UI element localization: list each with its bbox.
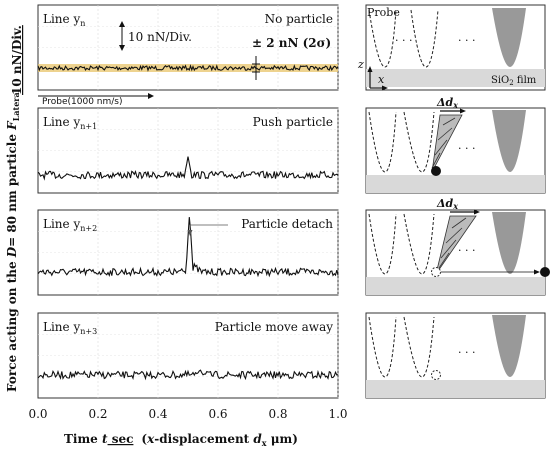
div-annotation: 10 nN/Div.	[128, 30, 192, 44]
scale-bar-label: 10 nN/Div.	[10, 25, 24, 95]
dots: · · ·	[395, 34, 412, 47]
dots: · · ·	[458, 34, 475, 47]
x-tick-label: 0.2	[88, 407, 107, 421]
probe-label: Probe	[367, 6, 400, 19]
line-label: Line yn+3	[43, 320, 97, 336]
schematic-no-particle: Probe · · · · · · SiO2 film z x	[357, 4, 546, 91]
x-tick-label: 0.8	[268, 407, 287, 421]
dots: · · ·	[458, 142, 475, 155]
line-label: Line yn+2	[43, 217, 97, 233]
status-label: Push particle	[253, 115, 333, 129]
status-label: No particle	[265, 12, 333, 26]
schematic-push-particle: · · · Δdx	[365, 96, 546, 194]
x-tick-label: 1.0	[328, 407, 347, 421]
series-line	[37, 64, 339, 72]
schematic-panels: Probe · · · · · · SiO2 film z x · · ·	[357, 4, 550, 399]
schematic-particle-move-away: · · ·	[365, 312, 546, 399]
probe-speed-arrow-head	[148, 93, 154, 99]
dots: · · ·	[458, 346, 475, 359]
x-tick-label: 0.6	[208, 407, 227, 421]
axis-x-label: x	[378, 73, 385, 86]
peak-leader-head	[187, 230, 193, 236]
status-label: Particle detach	[241, 217, 333, 231]
delta-label: Δdx	[436, 197, 458, 211]
x-tick-label: 0.0	[28, 407, 47, 421]
line-label: Line yn	[43, 12, 85, 28]
delta-label: Δdx	[436, 96, 458, 110]
x-axis-label: Time t sec (x-displacement dx μm)	[64, 432, 298, 448]
x-tick-label: 0.4	[148, 407, 167, 421]
y-axis-label: Force acting on the D= 80 nm particle FL…	[5, 89, 21, 392]
div-arrow-head	[119, 21, 125, 27]
chart-panels: Line yn No particle Line yn+1 Push particle…	[37, 4, 339, 399]
series-line	[37, 156, 339, 181]
axis-z-label: z	[357, 58, 364, 71]
probe-speed-label: Probe(1000 nm/s)	[42, 97, 123, 107]
substrate-label: SiO2 film	[491, 75, 537, 87]
dots: · · ·	[458, 244, 475, 257]
div-arrow-head	[119, 45, 125, 51]
noise-annotation: ± 2 nN (2σ)	[252, 36, 331, 50]
series-line	[37, 369, 339, 381]
schematic-particle-detach: · · · Δdx	[365, 197, 550, 296]
line-label: Line yn+1	[43, 115, 97, 131]
series-line	[37, 217, 339, 278]
status-label: Particle move away	[215, 320, 333, 334]
x-axis: 0.0 0.2 0.4 0.6 0.8 1.0	[28, 407, 347, 421]
svg-text:Force acting on the D= 80 nm p: Force acting on the D= 80 nm particle FL…	[5, 89, 21, 392]
